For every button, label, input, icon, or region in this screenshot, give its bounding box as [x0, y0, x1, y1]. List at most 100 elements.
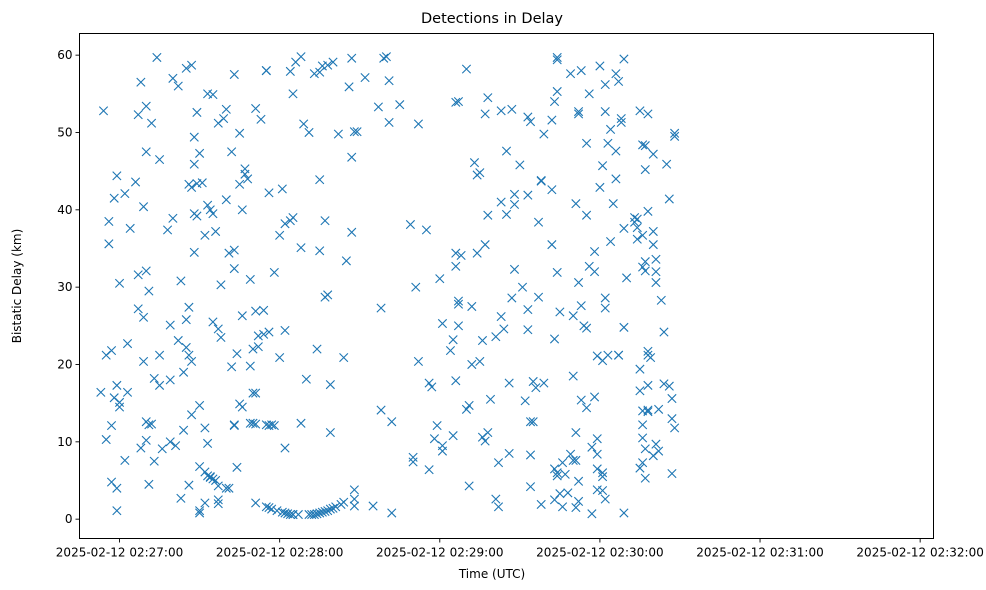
data-point: [195, 400, 205, 411]
data-point: [533, 217, 544, 227]
data-point: [275, 352, 285, 363]
data-point: [413, 356, 424, 366]
data-point: [224, 248, 234, 258]
data-point: [325, 504, 335, 514]
data-point: [592, 464, 602, 474]
data-point: [280, 219, 290, 229]
data-point: [613, 76, 624, 87]
data-point: [112, 171, 122, 181]
plot-area: [79, 33, 934, 539]
data-point: [395, 100, 405, 110]
data-point: [216, 332, 226, 343]
data-point: [507, 293, 517, 303]
data-point: [405, 219, 416, 230]
data-point: [523, 190, 533, 200]
data-point: [285, 66, 295, 76]
data-point: [525, 450, 536, 460]
data-point: [240, 169, 250, 179]
data-point: [173, 81, 183, 91]
data-point: [178, 367, 189, 377]
data-point: [376, 303, 386, 313]
data-point: [616, 117, 626, 128]
data-point: [296, 243, 306, 253]
data-point: [496, 311, 506, 322]
data-point: [515, 160, 525, 170]
data-point: [531, 383, 541, 393]
data-point: [154, 154, 165, 165]
data-point: [349, 127, 359, 137]
data-point: [245, 361, 255, 371]
data-point: [670, 128, 680, 138]
data-point: [256, 114, 266, 124]
data-point: [181, 315, 191, 325]
data-point: [154, 350, 165, 360]
data-point: [315, 508, 325, 518]
x-tick-label: 2025-02-12 02:27:00: [56, 546, 183, 560]
data-point: [259, 305, 269, 315]
data-point: [200, 498, 210, 508]
data-point: [571, 502, 581, 513]
data-point: [464, 481, 474, 491]
data-point: [659, 327, 669, 337]
data-point: [384, 76, 394, 86]
data-point: [448, 335, 458, 345]
data-point: [245, 274, 255, 285]
data-point: [106, 477, 117, 487]
data-point: [328, 57, 338, 67]
data-point: [285, 509, 295, 520]
data-point: [96, 387, 106, 397]
data-point: [552, 468, 562, 478]
data-point: [189, 247, 199, 257]
data-point: [667, 468, 677, 479]
data-point: [622, 273, 632, 283]
data-point: [280, 508, 290, 518]
data-point: [224, 483, 234, 493]
data-point: [323, 506, 333, 516]
data-point: [499, 324, 509, 334]
data-point: [445, 345, 456, 356]
data-point: [539, 129, 549, 139]
data-point: [571, 455, 581, 465]
data-point: [112, 483, 122, 493]
data-point: [635, 386, 645, 396]
data-point: [251, 306, 261, 316]
data-point: [213, 495, 223, 505]
data-point: [549, 96, 560, 107]
data-point: [200, 423, 210, 433]
data-point: [517, 282, 528, 292]
data-point: [211, 226, 221, 237]
data-point: [106, 345, 117, 356]
data-point: [130, 177, 141, 187]
data-point: [603, 350, 613, 360]
data-point: [339, 497, 349, 507]
data-point: [573, 496, 584, 506]
data-point: [349, 494, 359, 504]
data-point: [480, 240, 490, 250]
data-point: [208, 209, 218, 219]
data-point: [523, 304, 533, 315]
data-point: [235, 179, 245, 189]
data-point: [408, 452, 418, 462]
data-point: [664, 194, 674, 204]
data-point: [646, 352, 656, 363]
data-point: [451, 97, 461, 107]
data-point: [667, 414, 677, 424]
data-point: [654, 404, 664, 414]
data-point: [184, 480, 194, 490]
data-point: [536, 176, 546, 186]
data-point: [144, 286, 154, 296]
data-point: [552, 52, 562, 63]
data-point: [269, 267, 279, 278]
data-point: [165, 375, 175, 385]
data-point: [237, 311, 247, 321]
data-point: [576, 66, 586, 76]
data-point: [309, 509, 319, 520]
data-point: [475, 168, 485, 178]
data-point: [296, 52, 306, 62]
data-point: [632, 223, 642, 233]
data-point: [208, 474, 218, 484]
data-point: [387, 417, 397, 427]
data-point: [176, 276, 186, 286]
data-point: [181, 342, 191, 353]
data-point: [280, 325, 290, 336]
